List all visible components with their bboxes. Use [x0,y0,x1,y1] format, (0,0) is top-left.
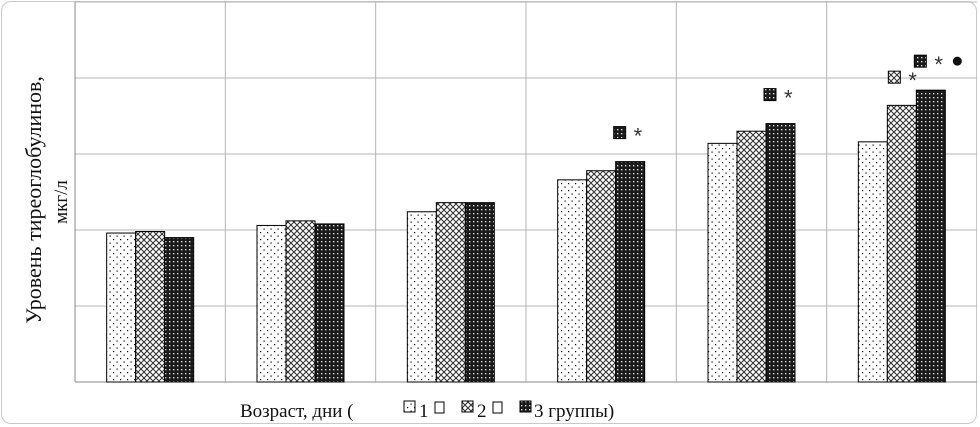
bar-group2-2 [285,220,316,383]
significance-annotations: * * * * [613,52,962,149]
significance-asterisk: * [634,124,643,149]
significance-circle [952,56,962,66]
bar-group1-3 [406,211,437,383]
bar-group3-6 [915,89,946,383]
bar-group3-4 [615,161,646,383]
grid [74,1,977,383]
legend-swatch-1 [403,400,416,413]
significance-swatch [613,126,627,140]
legend-box-1 [434,401,445,414]
bar-group2-5 [736,130,767,383]
x-axis-label-text: Возраст, дни ( [240,401,354,422]
legend-label-3: 3 группы) [534,401,614,422]
legend-box-2 [492,401,503,414]
significance-swatch [887,70,901,84]
bar-group2-6 [886,104,917,383]
bar-group3-2 [314,223,345,383]
y-axis-label: Уровень тиреоглобулинов, [21,76,46,324]
legend-label-1: 1 [419,401,429,422]
bar-group3-3 [464,202,495,383]
y-axis-unit: мкг/л [51,180,72,224]
legend-swatch-3 [519,400,532,413]
bar-group1-4 [557,179,588,383]
bar-group2-3 [435,202,466,383]
significance-asterisk: * [784,86,793,111]
bar-group1-5 [707,142,738,383]
bar-group1-6 [857,141,888,383]
bar-group1-1 [106,232,137,383]
significance-swatch [763,88,777,102]
significance-asterisk: * [934,52,943,77]
legend-swatch-2 [461,400,474,413]
legend-label-2: 2 [477,401,487,422]
bar-group3-1 [164,237,195,383]
significance-swatch [913,54,927,68]
x-axis-label: Возраст, дни ( 1 2 3 группы) [240,400,614,422]
bar-group2-4 [586,170,617,383]
bar-group2-1 [135,231,166,383]
bars [106,89,946,383]
significance-asterisk: * [908,68,917,93]
bar-group1-2 [256,224,287,383]
bar-group3-5 [765,123,796,383]
